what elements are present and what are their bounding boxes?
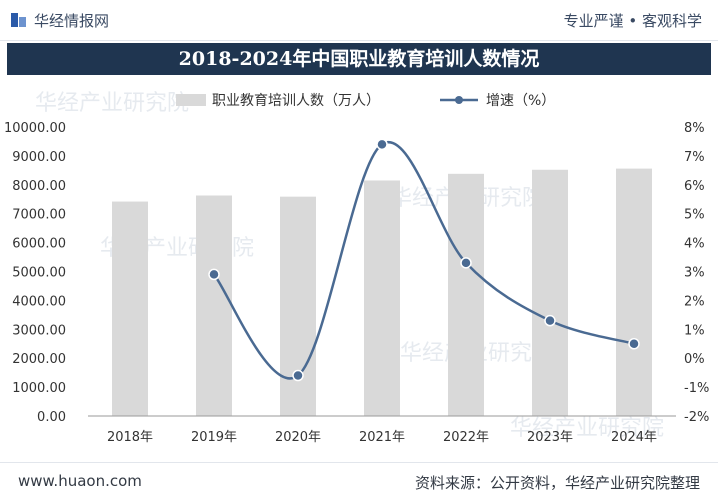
y-left-tick-label: 9000.00 bbox=[12, 150, 66, 165]
bar bbox=[616, 168, 652, 416]
x-tick-label: 2023年 bbox=[527, 430, 573, 445]
brand-name: 华经情报网 bbox=[34, 12, 110, 30]
y-right-tick-label: -2% bbox=[684, 410, 709, 425]
y-right-tick-label: -1% bbox=[684, 381, 709, 396]
slogan: 专业严谨 • 客观科学 bbox=[563, 12, 702, 30]
top-bar: 华经情报网 专业严谨 • 客观科学 bbox=[0, 0, 718, 41]
growth-point bbox=[544, 314, 556, 327]
bottom-bar: www.huaon.com 资料来源：公开资料，华经产业研究院整理 bbox=[0, 462, 718, 501]
legend: 职业教育培训人数（万人） 增速（%） bbox=[176, 93, 555, 109]
right-axis: -2% -1% 0% 1% 2% 3% 4% 5% 6% 7% 8% bbox=[684, 121, 709, 425]
x-tick-label: 2021年 bbox=[359, 430, 405, 445]
bar bbox=[532, 169, 568, 416]
y-right-tick-label: 7% bbox=[684, 150, 705, 165]
y-right-tick-label: 4% bbox=[684, 237, 705, 252]
website: www.huaon.com bbox=[18, 472, 142, 490]
y-left-tick-label: 0.00 bbox=[37, 410, 66, 425]
bar bbox=[280, 196, 316, 416]
chart: 华经产业研究院 华经产业研究院 华经产业研究院 华经产业研究院 华经产业研究院 … bbox=[4, 91, 709, 445]
chart-title: 2018-2024年中国职业教育培训人数情况 bbox=[178, 48, 540, 70]
y-left-tick-label: 10000.00 bbox=[4, 121, 66, 136]
y-left-tick-label: 7000.00 bbox=[12, 208, 66, 223]
y-left-tick-label: 8000.00 bbox=[12, 179, 66, 194]
legend-line-marker bbox=[455, 96, 463, 104]
x-tick-label: 2024年 bbox=[611, 430, 657, 445]
bar bbox=[448, 173, 484, 416]
legend-bar-label: 职业教育培训人数（万人） bbox=[212, 93, 380, 109]
x-tick-label: 2019年 bbox=[191, 430, 237, 445]
logo-icon bbox=[11, 13, 26, 27]
y-right-tick-label: 0% bbox=[684, 352, 705, 367]
y-right-tick-label: 2% bbox=[684, 294, 705, 309]
growth-point bbox=[460, 257, 472, 269]
growth-point bbox=[376, 138, 388, 151]
source-note: 资料来源：公开资料，华经产业研究院整理 bbox=[414, 474, 700, 492]
y-left-tick-label: 5000.00 bbox=[12, 266, 66, 281]
watermark: 华经产业研究院 bbox=[35, 91, 189, 116]
legend-line-label: 增速（%） bbox=[486, 93, 555, 109]
growth-point bbox=[208, 268, 220, 281]
growth-points bbox=[208, 138, 640, 382]
y-left-tick-label: 2000.00 bbox=[12, 352, 66, 367]
y-left-tick-label: 3000.00 bbox=[12, 323, 66, 338]
y-right-tick-label: 5% bbox=[684, 208, 705, 223]
watermark: 华经产业研究院 bbox=[510, 416, 664, 441]
growth-point bbox=[292, 369, 304, 382]
x-tick-label: 2018年 bbox=[107, 430, 153, 445]
bar bbox=[196, 195, 232, 416]
left-axis: 0.00 1000.00 2000.00 3000.00 4000.00 5000.00 6… bbox=[4, 121, 66, 425]
legend-bar-swatch bbox=[176, 94, 206, 106]
x-axis: 2018年 2019年 2020年 2021年 2022年 2023年 2024年 bbox=[107, 430, 657, 445]
y-right-tick-label: 3% bbox=[684, 266, 705, 281]
bar bbox=[364, 180, 400, 416]
y-left-tick-label: 6000.00 bbox=[12, 237, 66, 252]
y-right-tick-label: 1% bbox=[684, 323, 705, 338]
bar bbox=[112, 201, 148, 416]
x-tick-label: 2022年 bbox=[443, 430, 489, 445]
y-left-tick-label: 1000.00 bbox=[12, 381, 66, 396]
x-tick-label: 2020年 bbox=[275, 430, 321, 445]
growth-point bbox=[628, 338, 640, 350]
y-left-tick-label: 4000.00 bbox=[12, 294, 66, 309]
bars bbox=[112, 168, 652, 416]
title-bar: 2018-2024年中国职业教育培训人数情况 bbox=[7, 43, 711, 75]
y-right-tick-label: 6% bbox=[684, 179, 705, 194]
y-right-tick-label: 8% bbox=[684, 121, 705, 136]
